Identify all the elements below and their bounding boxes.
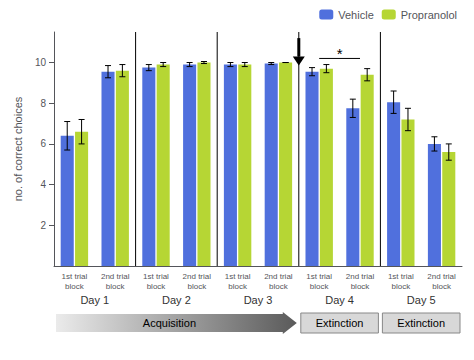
svg-text:2nd trial: 2nd trial [346,272,375,281]
svg-text:block: block [351,282,371,291]
svg-text:*: * [337,45,343,62]
svg-text:Extinction: Extinction [397,317,445,329]
svg-text:no. of correct choices: no. of correct choices [12,96,24,201]
svg-text:8: 8 [40,98,46,109]
svg-text:Day 4: Day 4 [325,294,354,306]
svg-text:2nd trial: 2nd trial [101,272,130,281]
svg-text:block: block [310,282,330,291]
svg-text:block: block [65,282,85,291]
svg-text:Acquisition: Acquisition [143,317,196,329]
svg-text:6: 6 [40,138,46,149]
svg-text:block: block [432,282,452,291]
svg-text:1st trial: 1st trial [143,272,169,281]
svg-text:1st trial: 1st trial [388,272,414,281]
svg-text:Vehicle: Vehicle [338,9,373,21]
svg-text:Day 5: Day 5 [407,294,436,306]
svg-text:block: block [187,282,207,291]
svg-text:Day 3: Day 3 [244,294,273,306]
svg-text:Extinction: Extinction [316,317,364,329]
svg-text:1st trial: 1st trial [306,272,332,281]
svg-text:Propranolol: Propranolol [401,9,457,21]
svg-text:block: block [106,282,126,291]
svg-text:Day 2: Day 2 [162,294,191,306]
svg-text:4: 4 [40,179,46,190]
svg-text:10: 10 [35,57,47,68]
svg-text:2nd trial: 2nd trial [183,272,212,281]
svg-text:2: 2 [40,220,46,231]
svg-text:2nd trial: 2nd trial [264,272,293,281]
svg-text:2nd trial: 2nd trial [427,272,456,281]
svg-text:block: block [228,282,248,291]
svg-text:1st trial: 1st trial [62,272,88,281]
svg-text:block: block [147,282,167,291]
svg-text:1st trial: 1st trial [225,272,251,281]
svg-text:block: block [269,282,289,291]
svg-text:block: block [391,282,411,291]
svg-text:Day 1: Day 1 [80,294,109,306]
